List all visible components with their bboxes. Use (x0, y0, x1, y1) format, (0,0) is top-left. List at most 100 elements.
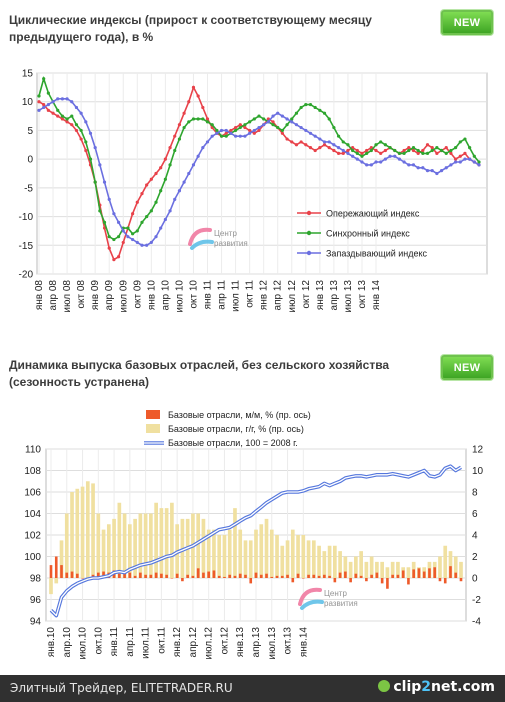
chart2-bar-yy (201, 518, 206, 578)
chart1-point-s1 (458, 154, 462, 158)
chart2-bar-mm (60, 565, 63, 578)
chart1-point-s3 (425, 169, 430, 173)
chart2-y-tick: 102 (24, 531, 41, 542)
chart1-point-s3 (383, 157, 387, 161)
chart1-point-s3 (407, 163, 411, 167)
chart1-point-s2 (393, 148, 397, 153)
chart1-point-s2 (453, 146, 458, 150)
chart1-x-tick: окт 10 (188, 280, 199, 309)
chart1-point-s3 (177, 189, 182, 193)
chart2-bar-yy (443, 545, 448, 578)
chart1-point-s3 (453, 160, 458, 164)
chart1-point-s2 (88, 157, 93, 161)
chart1-point-s2 (435, 146, 439, 150)
chart1-point-s3 (201, 146, 205, 150)
chart1-point-s2 (219, 134, 224, 138)
chart1-point-s3 (182, 180, 186, 184)
chart2-legend-label-index: Базовые отрасли, 100 = 2008 г. (168, 438, 298, 448)
chart1-point-s2 (360, 154, 364, 158)
chart2-bar-mm (280, 575, 284, 578)
chart1-point-s3 (355, 157, 359, 161)
clip2net-logo[interactable]: clip2net.com (378, 679, 495, 695)
chart2-bar-yy (296, 535, 300, 578)
new-badge-2[interactable]: NEW (441, 355, 493, 380)
chart2-x-tick: янв.14 (298, 627, 309, 658)
chart1-point-s1 (383, 148, 387, 153)
chart1-point-s2 (102, 220, 107, 224)
chart1-point-s1 (177, 123, 182, 127)
chart1-point-s2 (74, 123, 79, 127)
chart1-point-s1 (187, 100, 191, 104)
chart2-bar-mm (312, 574, 316, 578)
chart1-point-s3 (79, 111, 83, 115)
chart1-x-tick: окт 12 (301, 280, 312, 309)
chart1-point-s2 (257, 114, 261, 118)
chart1-point-s1 (280, 131, 285, 135)
chart1-point-s2 (397, 151, 402, 155)
chart2-bar-yy (91, 483, 95, 578)
chart2-bar-mm (81, 578, 84, 579)
chart1-point-s3 (280, 114, 285, 118)
chart1-point-s2 (374, 143, 378, 147)
chart1-point-s2 (182, 125, 186, 130)
chart1-point-s2 (336, 134, 341, 138)
chart1-point-s1 (248, 128, 252, 133)
chart2-bar-yy (396, 561, 400, 578)
chart2-bar-mm (344, 571, 347, 578)
chart1-point-s3 (468, 157, 472, 161)
chart1-y-tick: -10 (19, 212, 34, 223)
chart2-x-tick: окт.10 (93, 627, 104, 655)
chart2-bar-mm (191, 575, 195, 578)
chart2-bar-yy (227, 529, 232, 578)
chart2-bar-mm (386, 578, 389, 589)
chart1-point-s3 (308, 131, 313, 135)
chart2-bar-mm (49, 565, 53, 578)
chart1-point-s3 (360, 160, 364, 164)
chart2-bar-mm (407, 578, 410, 585)
chart2-bar-yy (322, 551, 327, 578)
chart2-bar-yy (212, 529, 216, 578)
chart1-point-s1 (56, 114, 60, 118)
chart1-point-s2 (149, 209, 153, 213)
chart1-point-s2 (285, 123, 289, 127)
chart1-point-s1 (308, 146, 313, 150)
chart1-point-s2 (355, 151, 359, 155)
chart2-bar-mm (459, 578, 463, 582)
chart2-bar-yy (264, 518, 269, 578)
chart1-point-s1 (425, 143, 430, 147)
chart2-y2-tick: -2 (472, 595, 481, 606)
chart2-bar-yy (85, 481, 90, 578)
chart1-x-tick: янв 08 (34, 280, 45, 311)
chart2-bar-mm (417, 568, 421, 578)
chart1-point-s1 (37, 100, 41, 104)
chart1-point-s3 (313, 134, 317, 138)
chart1-point-s1 (135, 200, 139, 204)
chart2-bar-yy (453, 556, 458, 578)
chart1-point-s1 (173, 134, 177, 138)
chart1-point-s3 (116, 220, 121, 224)
chart1-point-s1 (360, 151, 364, 155)
chart1-point-s1 (224, 131, 228, 135)
chart1-point-s1 (449, 151, 453, 155)
chart1-point-s3 (430, 169, 434, 173)
chart1-x-tick: апр 13 (329, 280, 340, 311)
chart2-bar-mm (328, 575, 331, 578)
chart1-point-s2 (107, 235, 111, 239)
new-badge-1[interactable]: NEW (441, 10, 493, 35)
chart1-point-s1 (201, 105, 205, 110)
chart2-bar-yy (70, 492, 74, 578)
chart1-point-s3 (135, 240, 139, 245)
chart2-y-tick: 108 (24, 466, 41, 477)
chart2-bar-yy (354, 556, 358, 578)
chart1-point-s1 (65, 120, 69, 124)
chart2-bar-yy (117, 502, 122, 578)
chart1-point-s3 (332, 143, 336, 147)
chart1-point-s3 (159, 226, 163, 230)
chart2-x-tick: апр.13 (251, 627, 262, 658)
chart1-point-s2 (201, 117, 205, 121)
clip2net-icon (378, 680, 391, 692)
chart1-point-s3 (233, 134, 238, 138)
chart1-point-s3 (388, 154, 392, 158)
chart2-bar-yy (54, 578, 59, 584)
chart2-y2-tick: -4 (472, 617, 481, 628)
